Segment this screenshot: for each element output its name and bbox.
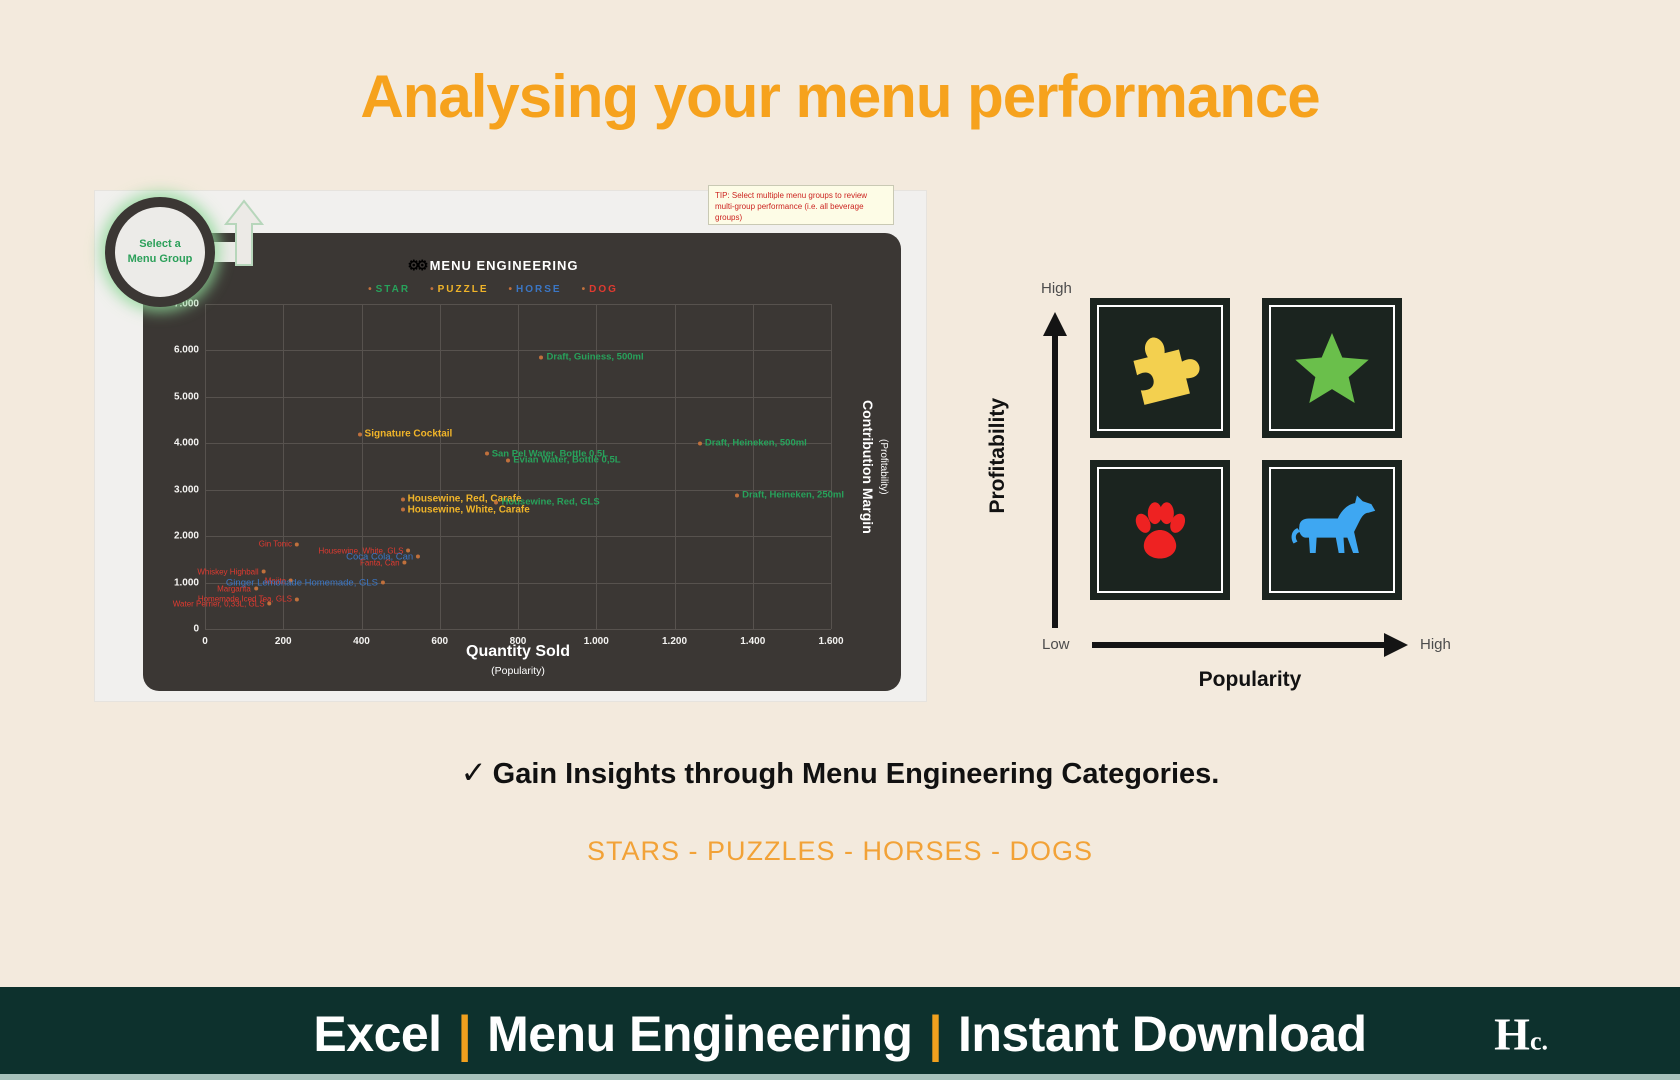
gridline	[205, 304, 206, 629]
check-icon: ✓	[460, 755, 487, 790]
puzzle-icon	[1133, 337, 1200, 405]
gridline	[205, 489, 831, 491]
data-point: Mojito	[265, 576, 294, 585]
x-tick-label: 400	[353, 636, 370, 647]
y-tick-label: 6.000	[173, 344, 199, 356]
profitability-axis-label: Profitability	[986, 397, 1009, 514]
gridline	[205, 304, 831, 305]
footer-text: Excel | Menu Engineering | Instant Download	[313, 1005, 1367, 1062]
x-tick-label: 800	[509, 636, 527, 647]
gridline	[674, 304, 676, 629]
chart-title: ⚙⚙ MENU ENGINEERING	[407, 257, 579, 273]
y-tick-label: 7.000	[173, 298, 199, 310]
y-tick-label: 1.000	[173, 577, 199, 589]
quadrant-dog-cell	[1090, 460, 1230, 600]
quadrant-star-cell	[1262, 298, 1402, 438]
categories-line: STARS - PUZZLES - HORSES - DOGS	[586, 836, 1094, 866]
y-tick-label: 4.000	[173, 437, 199, 449]
legend-item-puzzle: • PUZZLE	[430, 284, 489, 295]
data-point: Housewine, Red, GLS	[494, 497, 600, 508]
x-axis-title: Quantity Sold	[466, 643, 570, 660]
gridline	[205, 629, 831, 630]
x-tick-label: 1.400	[740, 636, 766, 647]
popularity-axis-label: Popularity	[1198, 668, 1302, 691]
data-point: Housewine, White, Carafe	[400, 504, 530, 515]
footer-accent-strip	[0, 1074, 1680, 1080]
data-point: Draft, Heineken, 250ml	[735, 490, 844, 501]
menu-engineering-chart: ⚙⚙ MENU ENGINEERING • STAR • PUZZLE • HORSE • DO…	[143, 233, 901, 691]
data-point: Coca Cola, Can	[346, 551, 421, 562]
legend-item-horse: • HORSE	[508, 284, 562, 295]
data-point: Ginger Lemonade Homemade, GLS	[226, 577, 386, 588]
popularity-high-label: High	[1420, 636, 1451, 653]
data-point: Signature Cocktail	[357, 429, 452, 440]
gears-icon: ⚙⚙	[407, 257, 428, 273]
data-point: Homemade Iced Tea, GLS	[198, 595, 299, 604]
select-menu-group-button[interactable]: Select a Menu Group	[105, 197, 215, 307]
y-tick-label: 3.000	[173, 484, 199, 496]
x-tick-label: 600	[431, 636, 449, 647]
data-point: San Pel Water, Bottle 0,5L	[484, 448, 608, 459]
x-tick-label: 1.600	[818, 636, 844, 647]
data-point: Draft, Guiness, 500ml	[539, 352, 644, 363]
quadrant-horse-cell	[1262, 460, 1402, 600]
page-title: Analysing your menu performance	[360, 63, 1320, 130]
quadrant-puzzle-cell	[1090, 298, 1230, 438]
plot-area: 0 200 400 600 800 1.000 1.200 1.400 1.600 7.000 6.…	[173, 299, 844, 648]
data-point: Margarita	[217, 584, 258, 593]
y-tick-label: 5.000	[173, 391, 199, 403]
data-point: Whiskey Highball	[197, 567, 266, 576]
excel-screenshot-panel: TIP: Select multiple menu groups to revi…	[94, 185, 927, 702]
data-point: Fanta, Can	[360, 558, 407, 567]
legend-item-dog: • DOG	[581, 284, 618, 295]
profitability-high-label: High	[1041, 280, 1072, 297]
insight-line: ✓ Gain Insights through Menu Engineering …	[460, 755, 1220, 790]
gridline	[205, 443, 831, 445]
y-axis-subtitle: (Profitability)	[878, 438, 889, 495]
x-tick-label: 200	[274, 636, 292, 647]
up-arrow-icon	[223, 199, 265, 266]
data-point: Gin Tonic	[259, 540, 299, 549]
gridline	[283, 304, 285, 629]
data-point: Housewine, Red, Carafe	[400, 494, 522, 505]
gridline	[596, 304, 598, 629]
y-axis-title: Contribution Margin	[860, 399, 876, 534]
x-tick-label: 1.000	[583, 636, 609, 647]
tip-note: TIP: Select multiple menu groups to revi…	[708, 185, 894, 225]
data-point: Draft, Heineken, 500ml	[697, 438, 807, 449]
popularity-axis-arrow	[1092, 633, 1408, 657]
gridline	[361, 304, 363, 629]
y-tick-label: 0	[193, 623, 199, 635]
gridline	[752, 304, 754, 629]
profitability-axis-arrow	[1043, 312, 1067, 628]
gridline	[439, 304, 441, 629]
brand-logo: Hc.	[1494, 1008, 1548, 1059]
x-tick-label: 1.200	[661, 636, 688, 647]
gridline	[205, 396, 831, 398]
paw-icon	[1135, 502, 1186, 559]
gridline	[518, 304, 519, 629]
gridline	[205, 582, 831, 584]
horse-icon	[1291, 495, 1376, 554]
gridline	[205, 536, 831, 538]
star-icon	[1295, 333, 1369, 403]
callout-label: Select a Menu Group	[127, 238, 193, 265]
chart-legend: • STAR • PUZZLE • HORSE • DOG	[143, 279, 843, 297]
gridline	[831, 304, 832, 629]
data-point: Housewine, White, GLS	[319, 546, 411, 555]
data-point: Water Perrier, 0,33L, GLS	[173, 599, 272, 608]
gridline	[205, 350, 831, 352]
axis-low-label: Low	[1042, 636, 1070, 653]
y-tick-label: 2.000	[173, 530, 199, 542]
data-point: Evian Water, Bottle 0,5L	[506, 455, 621, 466]
legend-item-star: • STAR	[368, 284, 411, 295]
x-tick-label: 0	[202, 636, 208, 647]
x-axis-subtitle: (Popularity)	[491, 665, 545, 677]
footer-banner: Excel | Menu Engineering | Instant Download …	[0, 987, 1680, 1080]
